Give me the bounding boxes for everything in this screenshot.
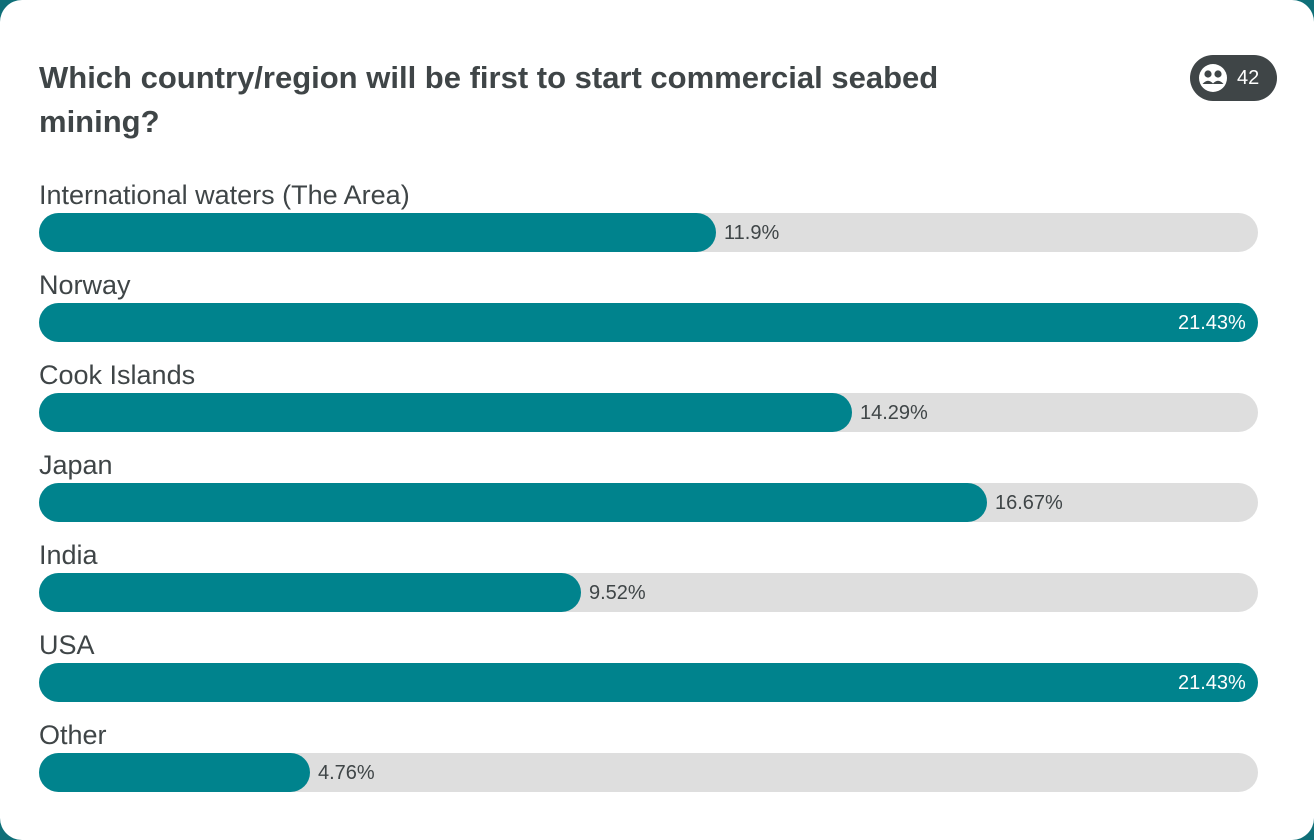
option-label: USA	[39, 630, 95, 660]
bar-fill	[39, 213, 716, 252]
bar-track: 4.76%	[39, 753, 1258, 792]
option-label: India	[39, 540, 98, 570]
bar-track: 11.9%	[39, 213, 1258, 252]
bar-value-label: 14.29%	[860, 402, 928, 424]
option-label: Japan	[39, 450, 113, 480]
bar-value-label: 21.43%	[1178, 312, 1246, 334]
bar-fill	[39, 753, 310, 792]
bar-track: 21.43%	[39, 303, 1258, 342]
bar-track: 21.43%	[39, 663, 1258, 702]
bar-value-label: 9.52%	[589, 582, 646, 604]
option-label: Other	[39, 720, 107, 750]
poll-question: Which country/region will be first to st…	[39, 60, 939, 139]
participant-count-badge: 42	[1190, 55, 1277, 101]
bar-value-label: 4.76%	[318, 762, 375, 784]
option-label: International waters (The Area)	[39, 180, 410, 210]
bar-fill	[39, 483, 987, 522]
bar-fill	[39, 393, 852, 432]
participant-count: 42	[1237, 67, 1260, 89]
bar-track: 9.52%	[39, 573, 1258, 612]
option-label: Cook Islands	[39, 360, 196, 390]
bar-fill	[39, 663, 1258, 702]
people-icon	[1199, 64, 1227, 92]
bar-value-label: 16.67%	[995, 492, 1063, 514]
bar-fill	[39, 303, 1258, 342]
bar-track: 14.29%	[39, 393, 1258, 432]
bar-track: 16.67%	[39, 483, 1258, 522]
option-label: Norway	[39, 270, 131, 300]
bar-value-label: 21.43%	[1178, 672, 1246, 694]
bar-value-label: 11.9%	[724, 222, 780, 244]
bar-fill	[39, 573, 581, 612]
